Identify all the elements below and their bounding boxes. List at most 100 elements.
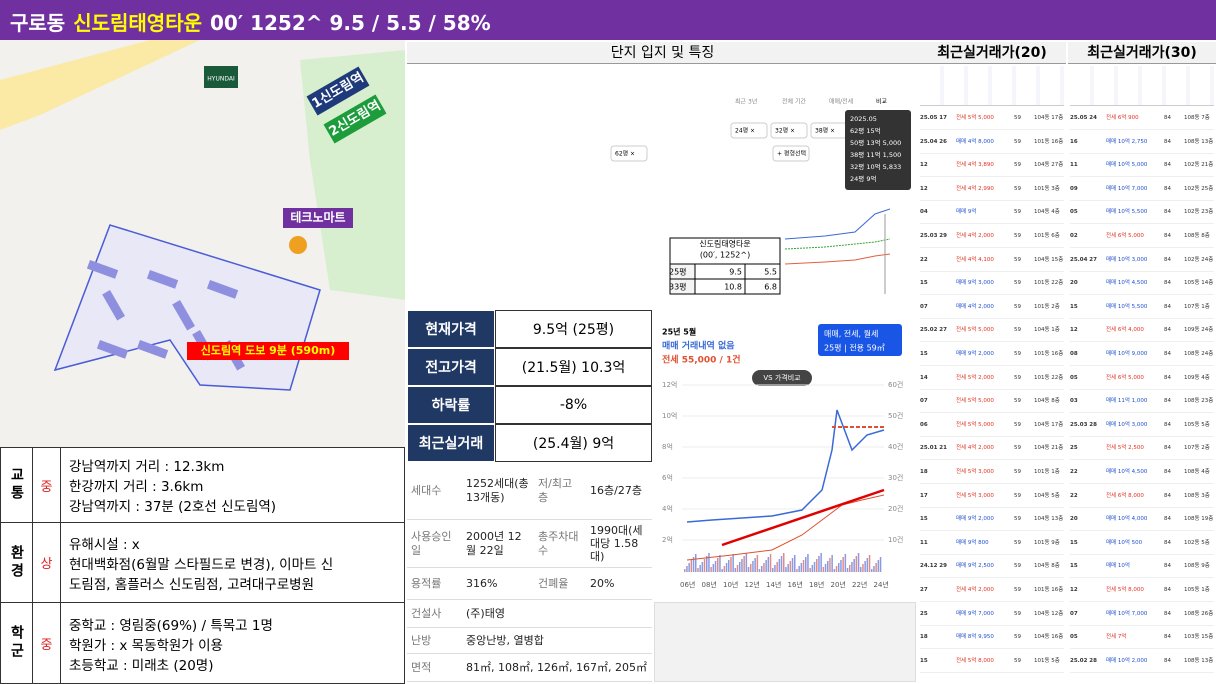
tx-row-line [1070, 317, 1214, 319]
location-row: 환경 상 유해시설 : x 현대백화점(6월말 스타필드로 변경), 이마트 신 도림점… [1, 522, 404, 602]
volume-bar [866, 558, 869, 572]
tx-cell: 25.05 24 [1070, 115, 1097, 121]
building [206, 280, 239, 299]
volume-bar [752, 561, 754, 572]
tx-cell: 매매 10억 5,500 [1106, 303, 1148, 310]
tx-cell: 매매 10억 5,000 [1106, 162, 1148, 169]
volume-bar [754, 558, 756, 572]
legend: (00′, 1252^) [700, 251, 750, 260]
volume-bar [686, 566, 688, 572]
tx-cell: 매매 9억 2,000 [956, 516, 994, 523]
volume-bar [844, 554, 847, 572]
volume-bar [723, 566, 726, 572]
volume-bar [701, 562, 704, 572]
volume-bar [721, 569, 723, 572]
tx-cell: 84 [1164, 563, 1171, 570]
tx-cell: 07 [920, 398, 928, 405]
tx-cell: 84 [1164, 162, 1171, 169]
line: 한강까지 거리 : 3.6km [69, 479, 204, 495]
volume-bar [853, 559, 855, 572]
volume-bar [769, 554, 772, 572]
tx-row-line [1070, 648, 1214, 650]
tx-cell: 27 [920, 587, 928, 593]
volume-bar [855, 556, 858, 572]
poi-icon [289, 236, 307, 254]
volume-bar [849, 565, 851, 572]
tx-cell: 매매 10억 [1106, 563, 1130, 570]
cell-text: 33평 [669, 282, 687, 292]
tx-cell: 매매 10억 9,000 [1106, 351, 1148, 357]
tx-cell: 59 [1014, 657, 1021, 664]
tx-cell: 59 [1014, 587, 1021, 593]
price-label: 전고가격 [407, 348, 495, 386]
volume-bar [741, 559, 743, 572]
tx-row-line [1070, 459, 1214, 461]
volume-bar [688, 563, 690, 572]
tx-cell: 104동 12층 [1034, 610, 1064, 617]
category: 학군 [1, 603, 33, 683]
volume-bar [750, 564, 752, 572]
tx-cell: 매매 9억 2,000 [956, 351, 994, 357]
tx-row-line [920, 199, 1064, 201]
grade: 중 [33, 448, 61, 522]
tx-cell: 12 [920, 162, 928, 169]
tx-cell: 매매 10억 7,000 [1106, 610, 1148, 617]
tx-cell: 59 [1014, 327, 1021, 334]
line [784, 253, 891, 265]
info-value: 2000년 12월 22일 [462, 520, 534, 568]
filter-chip [610, 145, 648, 162]
volume-bar [864, 561, 866, 572]
tx-cell: 84 [1164, 327, 1171, 334]
tx-cell: 전세 6억 5,000 [1106, 233, 1144, 239]
line: 현대백화점(6월말 스타필드로 변경), 이마트 신 [69, 557, 334, 573]
tx-cell: 59 [1014, 634, 1021, 641]
volume-bar [747, 567, 750, 572]
tx-cell: 05 [1070, 209, 1078, 216]
tx-cell: 15 [920, 280, 928, 287]
tx-row-line [1070, 601, 1214, 602]
tx-cell: 25.03 28 [1070, 421, 1097, 428]
tx-cell: 84 [1164, 610, 1171, 617]
tx-cell: 전세 4억 4,100 [956, 256, 994, 263]
tooltip-line: 38평 11억 1,500 [850, 150, 901, 159]
month: 25년 5월 [662, 327, 696, 337]
volume-bar [756, 555, 759, 572]
info-label: 면적 [407, 654, 462, 682]
tooltip-line: 2025.05 [850, 115, 877, 123]
tx-cell: 104동 4층 [1034, 209, 1060, 216]
tx-row-line [920, 247, 1064, 248]
rent: 전세 55,000 / 1건 [662, 354, 741, 366]
x-tick: 16년 [788, 580, 803, 589]
tx-row-line [920, 152, 1064, 154]
volume-bar [758, 569, 761, 572]
tx-cell: 59 [1014, 303, 1021, 310]
tx-cell: 104동 21층 [1034, 445, 1064, 452]
tx-cell: 104동 13층 [1034, 516, 1064, 523]
tx-cell: 84 [1164, 587, 1171, 593]
tx-cell: 84 [1164, 233, 1171, 239]
volume-bar [783, 553, 785, 572]
tx-cell: 84 [1164, 539, 1171, 546]
tx-cell: 59 [1014, 256, 1021, 263]
tx-row-line [1070, 435, 1214, 437]
tx-cell: 104동 17층 [1034, 115, 1064, 121]
tx-cell: 84 [1164, 445, 1171, 452]
right-tick: 20건 [888, 504, 903, 513]
tab: 전체 기간 [782, 98, 806, 106]
tx-cell: 20 [1070, 516, 1078, 523]
tx-cell: 02 [1070, 233, 1078, 239]
left-tick: 4억 [662, 505, 673, 513]
station-line [306, 66, 370, 116]
tx-cell: 105동 14층 [1184, 280, 1214, 287]
tx-cell: 매매 9억 2,500 [956, 563, 994, 570]
volume-bar [791, 558, 794, 572]
tx-cell: 25.02 28 [1070, 657, 1097, 664]
x-tick: 24년 [874, 580, 889, 589]
tx-cell: 102동 24층 [1184, 256, 1214, 263]
tx-cell: 104동 1층 [1034, 327, 1060, 334]
info-label: 용적률 [407, 568, 462, 600]
grade: 중 [33, 603, 61, 683]
tx-cell: 59 [1014, 469, 1021, 475]
sale: 매매 거래내역 없음 [662, 340, 735, 352]
